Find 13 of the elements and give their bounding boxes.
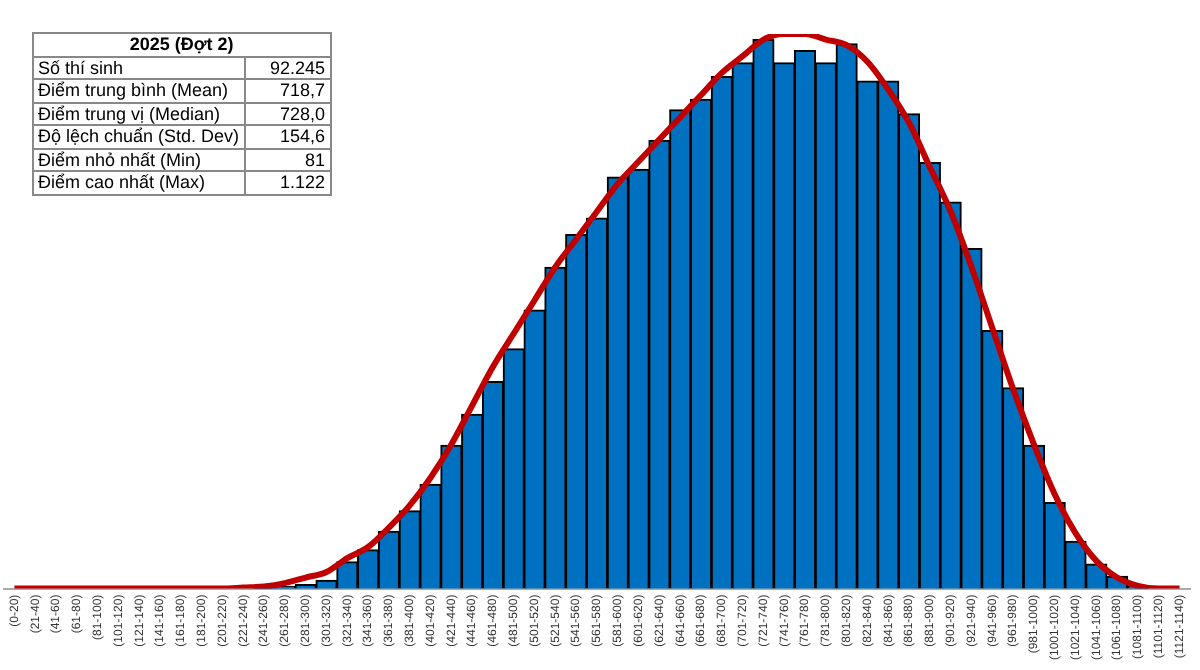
annotation: 92.245 <box>244 56 331 79</box>
annotation: Độ lệch chuẩn (Std. Dev) <box>33 125 245 148</box>
annotation: 81 <box>244 148 331 171</box>
annotation: 728,0 <box>244 102 331 125</box>
annotation: Điểm nhỏ nhất (Min) <box>33 148 245 171</box>
annotation: 1.122 <box>244 171 331 194</box>
annotation: Số thí sinh <box>33 56 245 79</box>
annotation: Điểm trung bình (Mean) <box>33 79 245 102</box>
annotation: Điểm cao nhất (Max) <box>33 171 245 194</box>
chart-title: 2025 (Đợt 2) <box>33 33 331 56</box>
annotation: 154,6 <box>244 125 331 148</box>
annotation: Điểm trung vị (Median) <box>33 102 245 125</box>
annotation: 718,7 <box>244 79 331 102</box>
